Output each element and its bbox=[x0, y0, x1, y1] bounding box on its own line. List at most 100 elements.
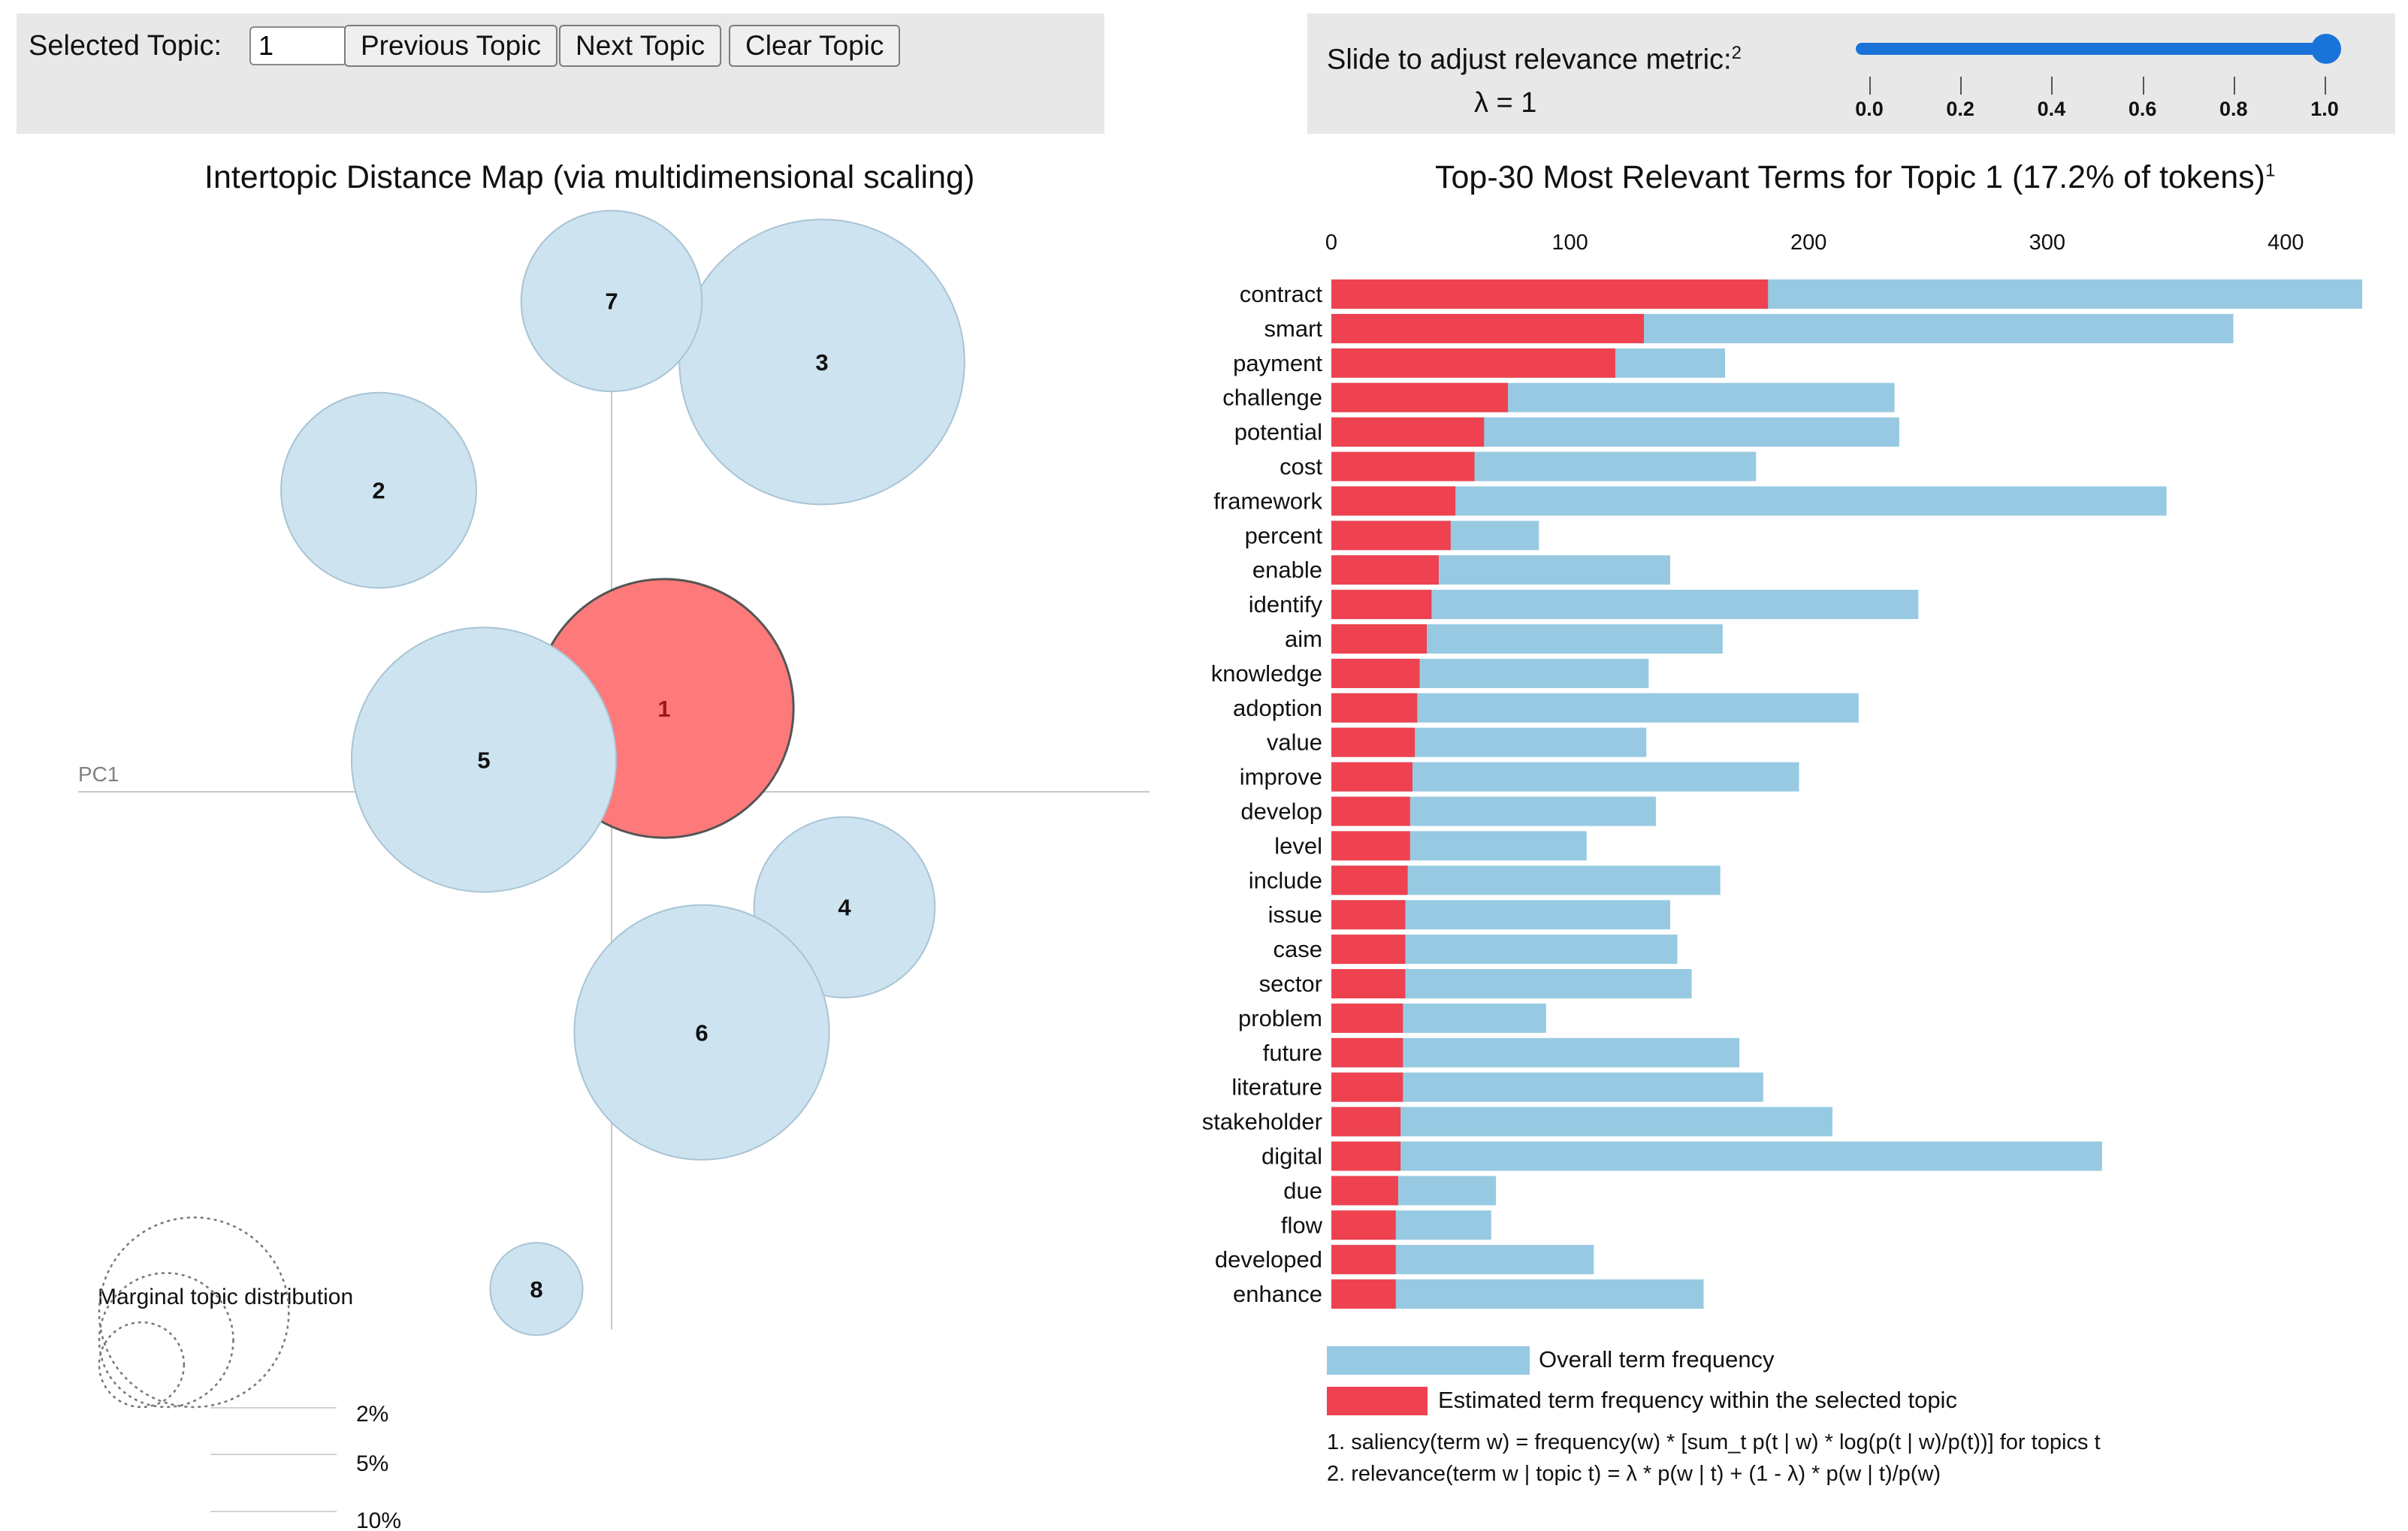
topic-frequency-bar[interactable] bbox=[1331, 417, 1485, 447]
term-label[interactable]: developed bbox=[1215, 1246, 1322, 1273]
selected-topic-input[interactable] bbox=[249, 26, 347, 65]
topic-circle[interactable] bbox=[678, 219, 965, 506]
term-row-aim[interactable]: aim bbox=[1285, 624, 1723, 654]
topic-frequency-bar[interactable] bbox=[1331, 1003, 1403, 1033]
topic-frequency-bar[interactable] bbox=[1331, 1072, 1403, 1102]
term-label[interactable]: issue bbox=[1268, 901, 1322, 928]
term-label[interactable]: potential bbox=[1234, 419, 1322, 445]
term-label[interactable]: digital bbox=[1261, 1143, 1322, 1170]
term-row-contract[interactable]: contract bbox=[1240, 279, 2362, 309]
term-row-case[interactable]: case bbox=[1273, 935, 1678, 965]
term-row-value[interactable]: value bbox=[1267, 727, 1647, 757]
term-label[interactable]: knowledge bbox=[1211, 660, 1322, 687]
term-row-improve[interactable]: improve bbox=[1240, 762, 1799, 792]
topic-frequency-bar[interactable] bbox=[1331, 1210, 1396, 1240]
term-label[interactable]: adoption bbox=[1233, 695, 1322, 721]
topic-frequency-bar[interactable] bbox=[1331, 969, 1406, 998]
term-label[interactable]: contract bbox=[1240, 281, 1323, 307]
term-row-stakeholder[interactable]: stakeholder bbox=[1202, 1107, 1832, 1137]
term-label[interactable]: framework bbox=[1213, 488, 1322, 514]
term-row-identify[interactable]: identify bbox=[1249, 590, 1919, 620]
topic-frequency-bar[interactable] bbox=[1331, 382, 1509, 412]
topic-bubble-6[interactable]: 6 bbox=[573, 904, 830, 1161]
topic-frequency-bar[interactable] bbox=[1331, 279, 1769, 309]
topic-frequency-bar[interactable] bbox=[1331, 935, 1406, 965]
relevance-slider[interactable]: 0.0 0.2 0.4 0.6 0.8 1.0 bbox=[1855, 30, 2341, 120]
topic-bubble-2[interactable]: 2 bbox=[280, 391, 477, 589]
term-label[interactable]: stakeholder bbox=[1202, 1109, 1322, 1135]
term-label[interactable]: future bbox=[1263, 1040, 1322, 1066]
term-label[interactable]: due bbox=[1283, 1177, 1322, 1203]
term-row-enhance[interactable]: enhance bbox=[1233, 1279, 1704, 1309]
topic-frequency-bar[interactable] bbox=[1331, 831, 1410, 861]
term-row-future[interactable]: future bbox=[1263, 1037, 1740, 1067]
topic-frequency-bar[interactable] bbox=[1331, 313, 1645, 343]
term-row-percent[interactable]: percent bbox=[1245, 521, 1539, 551]
topic-frequency-bar[interactable] bbox=[1331, 521, 1451, 551]
term-row-sector[interactable]: sector bbox=[1259, 969, 1692, 998]
topic-bubble-5[interactable]: 5 bbox=[350, 627, 618, 893]
term-row-smart[interactable]: smart bbox=[1264, 313, 2234, 343]
topic-bubble-8[interactable]: 8 bbox=[489, 1242, 584, 1336]
topic-bubble-7[interactable]: 7 bbox=[520, 210, 703, 392]
term-label[interactable]: improve bbox=[1240, 764, 1322, 790]
term-label[interactable]: enhance bbox=[1233, 1281, 1322, 1307]
term-label[interactable]: include bbox=[1249, 867, 1322, 893]
topic-frequency-bar[interactable] bbox=[1331, 555, 1439, 585]
term-row-enable[interactable]: enable bbox=[1252, 555, 1670, 585]
topic-frequency-bar[interactable] bbox=[1331, 1279, 1396, 1309]
term-label[interactable]: percent bbox=[1245, 522, 1323, 548]
term-row-literature[interactable]: literature bbox=[1231, 1072, 1763, 1102]
topic-frequency-bar[interactable] bbox=[1331, 1037, 1403, 1067]
term-label[interactable]: aim bbox=[1285, 626, 1322, 652]
term-label[interactable]: challenge bbox=[1222, 385, 1322, 411]
term-row-level[interactable]: level bbox=[1274, 831, 1587, 861]
term-row-payment[interactable]: payment bbox=[1233, 348, 1726, 378]
term-label[interactable]: level bbox=[1274, 832, 1322, 859]
term-row-adoption[interactable]: adoption bbox=[1233, 693, 1859, 723]
term-label[interactable]: problem bbox=[1238, 1005, 1322, 1031]
term-label[interactable]: literature bbox=[1231, 1074, 1322, 1101]
term-label[interactable]: enable bbox=[1252, 557, 1322, 583]
overall-frequency-bar[interactable] bbox=[1331, 486, 2167, 516]
topic-frequency-bar[interactable] bbox=[1331, 590, 1432, 620]
topic-frequency-bar[interactable] bbox=[1331, 658, 1420, 688]
term-label[interactable]: case bbox=[1273, 936, 1322, 962]
term-label[interactable]: smart bbox=[1264, 316, 1323, 342]
topic-circle[interactable] bbox=[489, 1242, 584, 1336]
topic-frequency-bar[interactable] bbox=[1331, 865, 1408, 895]
term-row-digital[interactable]: digital bbox=[1261, 1141, 2102, 1171]
term-row-due[interactable]: due bbox=[1283, 1176, 1497, 1206]
term-label[interactable]: cost bbox=[1280, 454, 1322, 480]
slider-thumb[interactable] bbox=[2311, 34, 2341, 64]
topic-frequency-bar[interactable] bbox=[1331, 693, 1418, 723]
overall-frequency-bar[interactable] bbox=[1331, 1141, 2102, 1171]
topic-frequency-bar[interactable] bbox=[1331, 486, 1456, 516]
topic-frequency-bar[interactable] bbox=[1331, 727, 1415, 757]
overall-frequency-bar[interactable] bbox=[1331, 693, 1859, 723]
topic-frequency-bar[interactable] bbox=[1331, 1245, 1396, 1275]
topic-circle[interactable] bbox=[573, 904, 830, 1161]
topic-frequency-bar[interactable] bbox=[1331, 1176, 1398, 1206]
term-label[interactable]: sector bbox=[1259, 971, 1322, 997]
overall-frequency-bar[interactable] bbox=[1331, 1072, 1763, 1102]
previous-topic-button[interactable]: Previous Topic bbox=[344, 25, 557, 67]
topic-frequency-bar[interactable] bbox=[1331, 451, 1475, 482]
term-row-issue[interactable]: issue bbox=[1268, 900, 1670, 930]
term-row-knowledge[interactable]: knowledge bbox=[1211, 658, 1649, 688]
topic-frequency-bar[interactable] bbox=[1331, 1107, 1401, 1137]
term-row-framework[interactable]: framework bbox=[1213, 486, 2167, 516]
overall-frequency-bar[interactable] bbox=[1331, 1107, 1832, 1137]
term-row-flow[interactable]: flow bbox=[1281, 1210, 1491, 1240]
next-topic-button[interactable]: Next Topic bbox=[559, 25, 722, 67]
term-row-develop[interactable]: develop bbox=[1240, 796, 1656, 826]
term-row-include[interactable]: include bbox=[1249, 865, 1721, 895]
term-label[interactable]: identify bbox=[1249, 591, 1323, 618]
term-label[interactable]: value bbox=[1267, 729, 1322, 756]
term-row-challenge[interactable]: challenge bbox=[1222, 382, 1895, 412]
clear-topic-button[interactable]: Clear Topic bbox=[729, 25, 901, 67]
topic-circle[interactable] bbox=[520, 210, 703, 392]
slider-track[interactable] bbox=[1856, 43, 2326, 55]
topic-frequency-bar[interactable] bbox=[1331, 796, 1410, 826]
topic-bubble-3[interactable]: 3 bbox=[678, 219, 965, 506]
